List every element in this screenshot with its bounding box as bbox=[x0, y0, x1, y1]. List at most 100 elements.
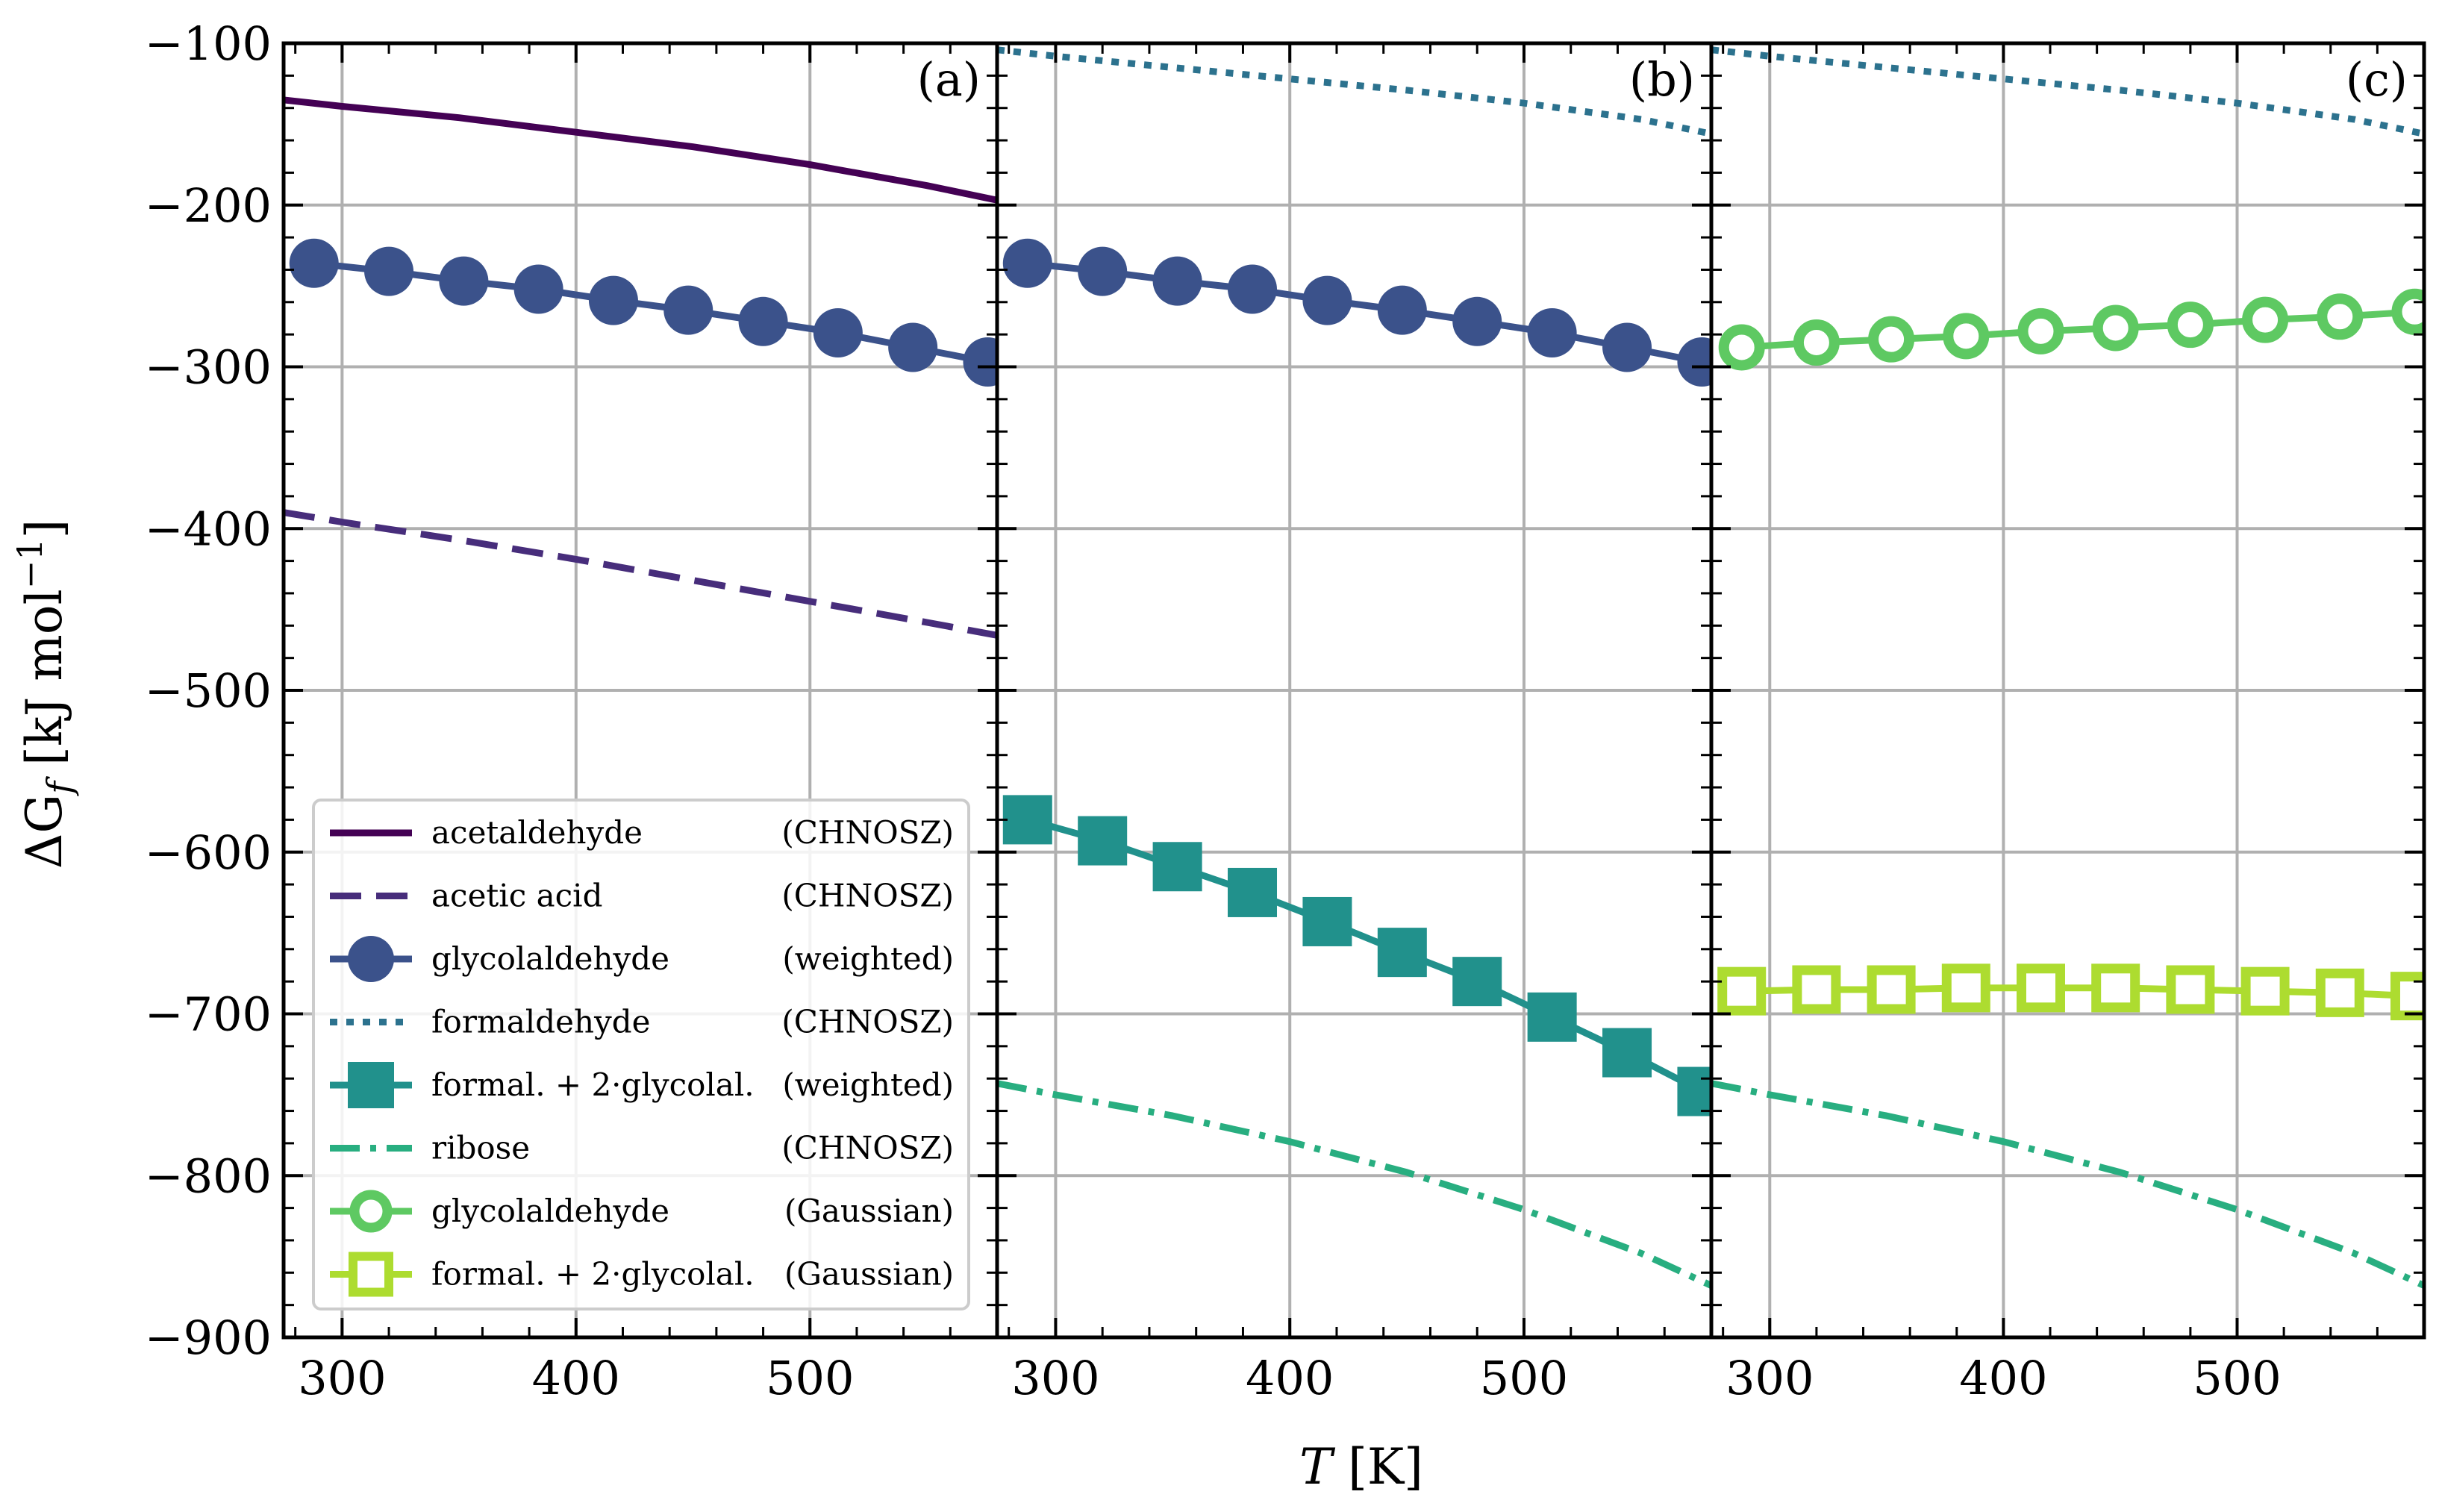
x-tick-label: 300 bbox=[1726, 1351, 1814, 1405]
y-tick-label: −300 bbox=[145, 340, 272, 395]
point-formal_glycolal_weighted bbox=[1602, 1028, 1652, 1078]
legend-method: (CHNOSZ) bbox=[781, 1130, 954, 1166]
legend-label: ribose bbox=[431, 1130, 530, 1166]
point-glycolaldehyde_weighted bbox=[289, 238, 339, 288]
point-glycolaldehyde_weighted bbox=[1527, 307, 1577, 357]
y-tick-label: −800 bbox=[145, 1149, 272, 1203]
series-line-ribose bbox=[1711, 1080, 2424, 1289]
point-glycolaldehyde_gaussian bbox=[2167, 302, 2214, 349]
legend-method: (weighted) bbox=[782, 940, 954, 977]
point-glycolaldehyde_weighted bbox=[663, 285, 713, 335]
legend-label: acetaldehyde bbox=[431, 814, 643, 851]
point-formal_glycolal_weighted bbox=[1377, 928, 1427, 978]
legend-label: acetic acid bbox=[431, 878, 602, 914]
x-tick-label: 300 bbox=[1011, 1351, 1099, 1405]
point-glycolaldehyde_weighted bbox=[588, 275, 638, 325]
point-glycolaldehyde_gaussian bbox=[1943, 313, 1990, 360]
series-line-acetaldehyde bbox=[284, 96, 997, 204]
legend-label: formal. + 2·glycolal. bbox=[431, 1066, 755, 1103]
point-formal_glycolal_gaussian bbox=[1717, 966, 1767, 1016]
legend-swatch-marker bbox=[348, 936, 394, 982]
point-formal_glycolal_gaussian bbox=[2240, 966, 2290, 1016]
legend-method: (CHNOSZ) bbox=[781, 814, 954, 851]
legend-method: (Gaussian) bbox=[784, 1256, 954, 1293]
legend-entry-glycolaldehyde_gaussian: glycolaldehyde (Gaussian) bbox=[330, 1190, 954, 1233]
x-tick-label: 400 bbox=[532, 1351, 620, 1405]
series-line-formaldehyde bbox=[997, 46, 1711, 137]
point-glycolaldehyde_weighted bbox=[1677, 337, 1711, 387]
y-tick-label: −900 bbox=[145, 1310, 272, 1365]
point-glycolaldehyde_weighted bbox=[1377, 285, 1427, 335]
point-formal_glycolal_weighted bbox=[1452, 957, 1502, 1007]
point-glycolaldehyde_weighted bbox=[1078, 246, 1128, 296]
legend-entry-formal_glycolal_gaussian: formal. + 2·glycolal. (Gaussian) bbox=[330, 1252, 954, 1297]
point-formal_glycolal_gaussian bbox=[2390, 972, 2424, 1021]
legend-method: (CHNOSZ) bbox=[781, 1004, 954, 1040]
series-layer bbox=[284, 46, 2424, 1289]
point-formal_glycolal_gaussian bbox=[2315, 968, 2364, 1017]
point-glycolaldehyde_gaussian bbox=[2092, 304, 2139, 352]
legend-method: (Gaussian) bbox=[784, 1193, 954, 1229]
point-glycolaldehyde_weighted bbox=[1602, 322, 1652, 372]
y-tick-label: −200 bbox=[145, 178, 272, 233]
point-formal_glycolal_weighted bbox=[1152, 842, 1202, 892]
point-glycolaldehyde_weighted bbox=[439, 256, 489, 306]
x-tick-label: 400 bbox=[1959, 1351, 2047, 1405]
point-glycolaldehyde_weighted bbox=[1002, 238, 1052, 288]
x-tick-label: 500 bbox=[2193, 1351, 2281, 1405]
point-glycolaldehyde_weighted bbox=[1452, 296, 1502, 346]
series-line-glycolaldehyde_gaussian bbox=[1741, 308, 2415, 351]
point-formal_glycolal_gaussian bbox=[1941, 963, 1990, 1013]
point-formal_glycolal_weighted bbox=[1677, 1066, 1711, 1116]
legend-entry-glycolaldehyde_weighted: glycolaldehyde (weighted) bbox=[330, 936, 954, 982]
legend-swatch-marker bbox=[348, 1062, 394, 1108]
point-glycolaldehyde_gaussian bbox=[2317, 293, 2364, 340]
x-axis-title: T [K] bbox=[1299, 1438, 1423, 1496]
point-glycolaldehyde_gaussian bbox=[2242, 296, 2289, 343]
legend-label: formal. + 2·glycolal. bbox=[431, 1256, 755, 1293]
point-formal_glycolal_gaussian bbox=[1867, 965, 1916, 1014]
series-line-ribose bbox=[997, 1080, 1711, 1289]
legend: acetaldehyde (CHNOSZ) acetic acid (CHNOSZ) g… bbox=[312, 799, 970, 1310]
series-line-formal_glycolal_gaussian bbox=[1741, 984, 2415, 1000]
point-formal_glycolal_weighted bbox=[1228, 867, 1278, 917]
panel-series-3 bbox=[1711, 46, 2424, 1289]
panel-series-1 bbox=[284, 96, 997, 639]
y-axis-title: ΔGf [kJ mol−1] bbox=[10, 519, 80, 869]
x-tick-label: 500 bbox=[1480, 1351, 1568, 1405]
series-line-glycolaldehyde_weighted bbox=[313, 260, 989, 366]
series-line-glycolaldehyde_weighted bbox=[1027, 260, 1703, 366]
y-tick-label: −700 bbox=[145, 987, 272, 1042]
point-glycolaldehyde_gaussian bbox=[1793, 319, 1840, 366]
point-glycolaldehyde_weighted bbox=[1302, 275, 1352, 325]
point-glycolaldehyde_weighted bbox=[813, 307, 863, 357]
legend-label: glycolaldehyde bbox=[431, 940, 669, 977]
point-formal_glycolal_gaussian bbox=[2091, 963, 2140, 1013]
series-line-formal_glycolal_weighted bbox=[1026, 816, 1704, 1095]
point-glycolaldehyde_weighted bbox=[738, 296, 788, 346]
point-glycolaldehyde_weighted bbox=[1228, 264, 1278, 314]
y-tick-label: −500 bbox=[145, 663, 272, 718]
panel-tag-2: (b) bbox=[1629, 52, 1695, 107]
point-glycolaldehyde_gaussian bbox=[1718, 324, 1765, 371]
legend-method: (CHNOSZ) bbox=[781, 878, 954, 914]
panel-series-2 bbox=[997, 46, 1711, 1289]
point-glycolaldehyde_gaussian bbox=[1868, 316, 1915, 363]
x-tick-label: 500 bbox=[766, 1351, 854, 1405]
point-formal_glycolal_gaussian bbox=[1792, 965, 1841, 1014]
point-formal_glycolal_weighted bbox=[1302, 896, 1352, 946]
legend-box bbox=[312, 799, 970, 1310]
legend-label: formaldehyde bbox=[431, 1004, 650, 1040]
y-tick-label: −600 bbox=[145, 825, 272, 880]
x-tick-label: 400 bbox=[1246, 1351, 1334, 1405]
legend-entry-formaldehyde: formaldehyde (CHNOSZ) bbox=[330, 1004, 954, 1040]
point-glycolaldehyde_weighted bbox=[364, 246, 414, 296]
legend-entry-acetic_acid: acetic acid (CHNOSZ) bbox=[330, 878, 954, 914]
x-tick-label: 300 bbox=[298, 1351, 386, 1405]
legend-entry-ribose: ribose (CHNOSZ) bbox=[330, 1130, 954, 1166]
legend-entry-formal_glycolal_weighted: formal. + 2·glycolal. (weighted) bbox=[330, 1062, 954, 1108]
panel-tag-3: (c) bbox=[2346, 52, 2408, 107]
axis-ticks: 300 400 500 (a) 300 400 500 (b) 300 400 500 (c) −100… bbox=[145, 16, 2426, 1405]
legend-swatch-marker bbox=[349, 1190, 393, 1233]
